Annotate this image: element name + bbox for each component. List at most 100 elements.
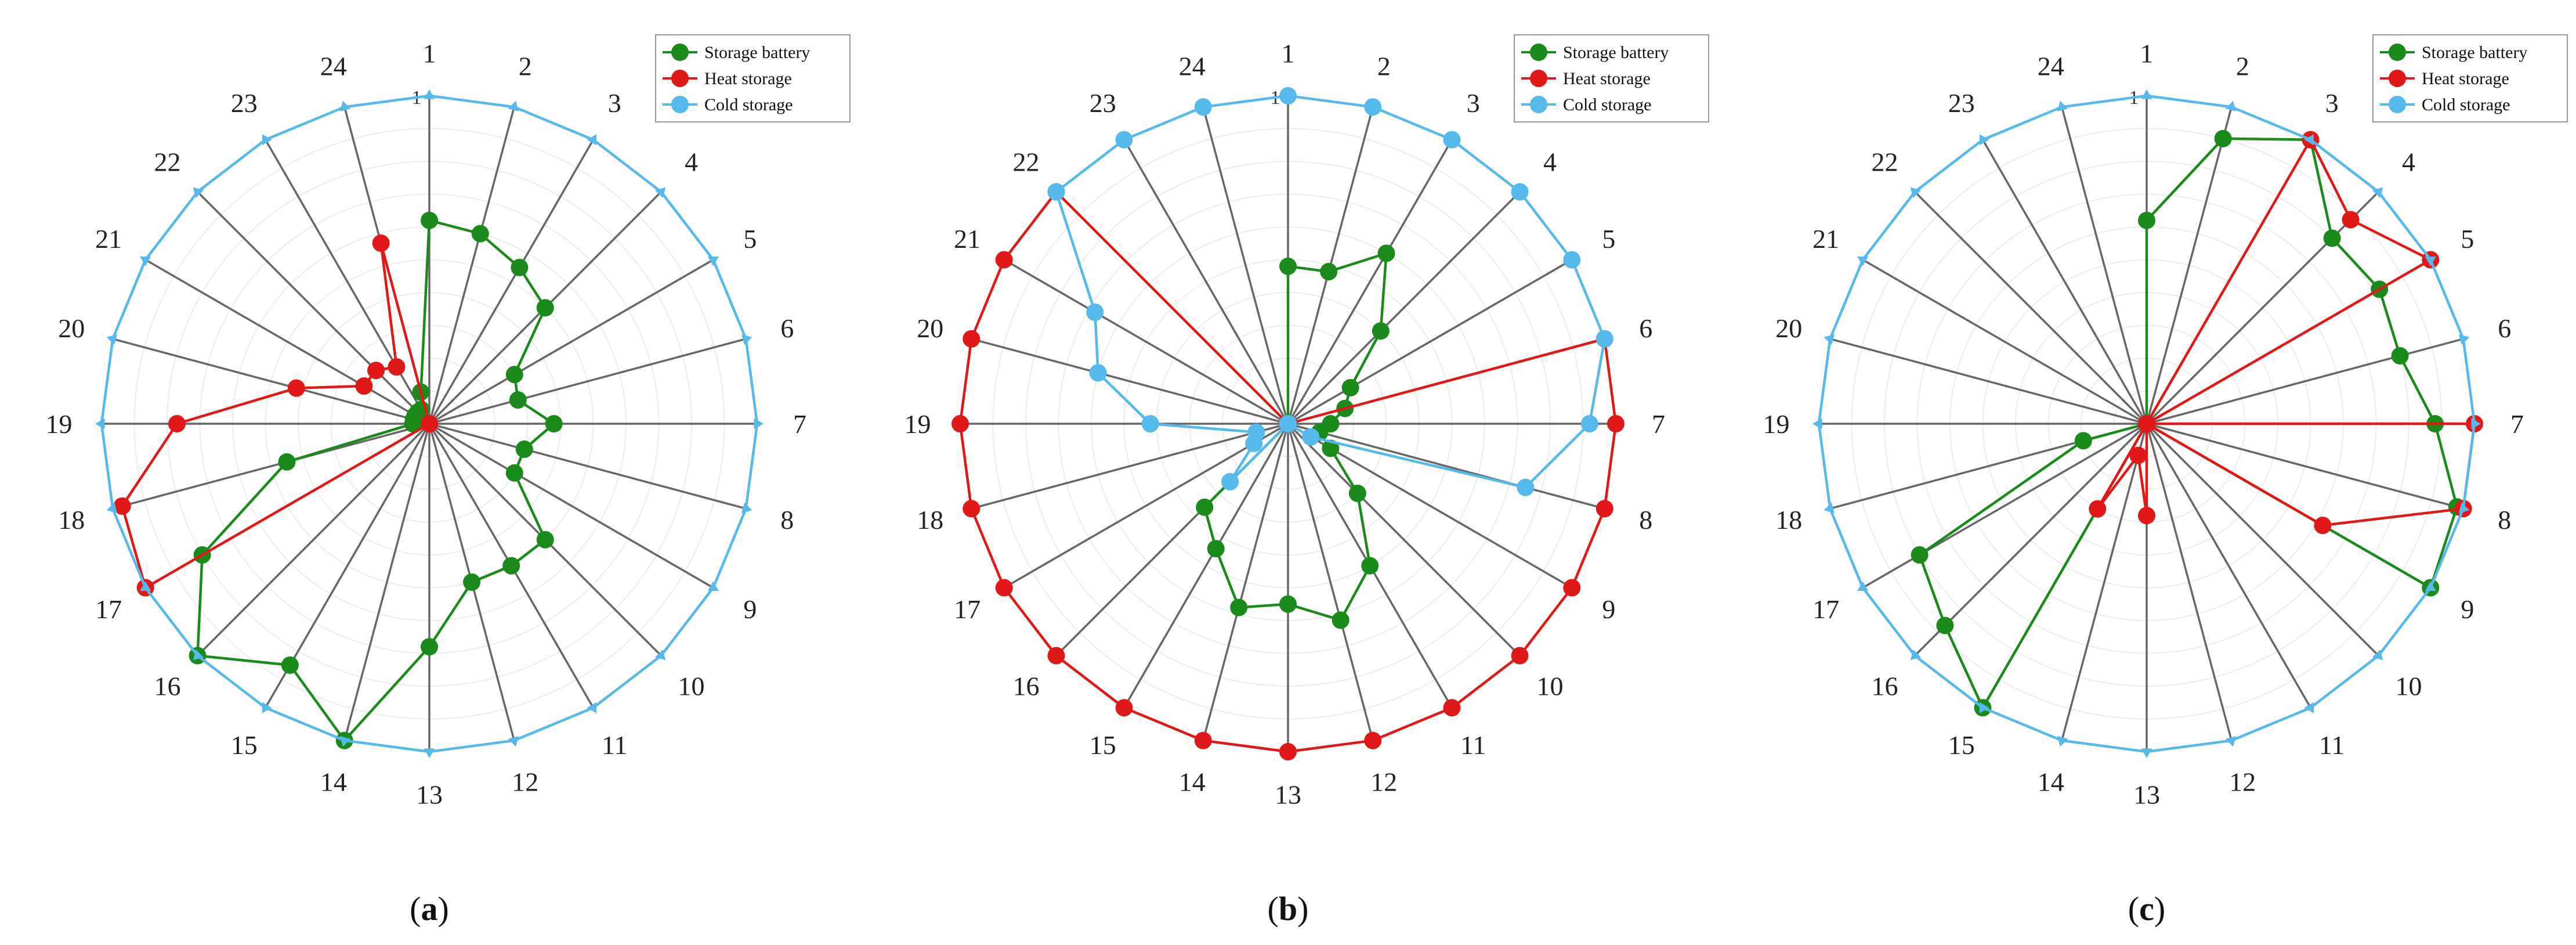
chart-b-hour-label: 8 [1639, 505, 1652, 535]
chart-c-point-cold-storage [2057, 736, 2068, 747]
chart-b-point-heat-storage [1607, 415, 1625, 432]
chart-a-spoke [112, 423, 430, 510]
chart-a-hour-label: 7 [793, 409, 806, 439]
chart-c-point-storage-battery [2323, 229, 2341, 247]
chart-c-hour-label: 11 [2319, 730, 2345, 760]
chart-c-spoke [1914, 423, 2148, 657]
chart-a-point-storage-battery [545, 415, 563, 432]
chart-a-point-cold-storage [340, 736, 351, 747]
chart-a-hour-label: 13 [416, 780, 443, 809]
chart-a-caption-open: ( [410, 890, 421, 928]
chart-a-hour-label: 12 [512, 767, 538, 797]
chart-a-spoke [343, 423, 430, 741]
chart-c-point-cold-storage [2141, 748, 2152, 758]
chart-a-point-cold-storage [654, 649, 666, 661]
chart-a-point-storage-battery [471, 225, 489, 243]
chart-c-hour-label: 22 [1872, 147, 1898, 177]
chart-c-point-heat-storage [2138, 507, 2155, 525]
chart-b-legend: Storage battery Heat storage Cold storage [1514, 34, 1709, 122]
chart-c-point-cold-storage [2425, 257, 2436, 266]
chart-b-point-cold-storage [1302, 428, 1320, 446]
chart-b-point-heat-storage [1279, 743, 1297, 760]
chart-a-point-heat-storage [388, 358, 406, 376]
chart-b-spoke [1202, 423, 1289, 741]
chart-b-hour-label: 16 [1013, 671, 1040, 701]
chart-a-hour-label: 22 [154, 147, 181, 177]
chart-b-hour-label: 11 [1460, 730, 1486, 760]
chart-a-point-cold-storage [508, 736, 519, 747]
chart-a-point-heat-storage [113, 497, 131, 515]
chart-a-point-cold-storage [106, 334, 117, 345]
chart-b-spoke [1287, 258, 1573, 425]
chart-a-point-cold-storage [707, 257, 719, 266]
chart-c-legend-marker-storage-battery [2389, 44, 2406, 61]
chart-a-point-storage-battery [511, 258, 529, 276]
chart-b-spoke [1287, 191, 1521, 425]
chart-b-hour-label: 10 [1536, 671, 1563, 701]
chart-b-hour-label: 4 [1543, 147, 1557, 177]
chart-b-point-heat-storage [1115, 699, 1133, 717]
chart-b-point-cold-storage [1115, 131, 1133, 149]
chart-a-point-storage-battery [421, 211, 438, 229]
chart-c-spoke [2146, 106, 2233, 424]
chart-c-point-cold-storage [1857, 581, 1869, 591]
chart-b-caption-letter: b [1279, 890, 1297, 928]
chart-b-point-heat-storage [995, 579, 1013, 597]
chart-a-point-cold-storage [95, 418, 105, 430]
chart-a-hour-label: 10 [678, 671, 704, 701]
chart-c-spoke [2061, 423, 2148, 741]
chart-b-point-heat-storage [1563, 579, 1581, 597]
chart-a-caption-close: ) [438, 890, 449, 928]
chart-a-point-cold-storage [424, 748, 435, 758]
chart-a-spoke [429, 338, 747, 425]
chart-c-series-line-heat-storage [2096, 138, 2476, 527]
chart-a-hour-label: 8 [780, 505, 794, 535]
chart-a-hour-label: 11 [602, 730, 627, 760]
chart-b-hour-label: 1 [1282, 39, 1295, 68]
chart-a-spoke [144, 258, 430, 425]
chart-c-spoke [2146, 423, 2233, 741]
chart-b-point-cold-storage [1279, 87, 1297, 104]
chart-c-point-storage-battery [2391, 347, 2409, 365]
chart-c-point-cold-storage [2459, 334, 2470, 345]
chart-a-point-heat-storage [372, 234, 390, 252]
chart-b-spoke [971, 338, 1289, 425]
chart-a-caption: (a) [410, 890, 449, 928]
chart-a-point-storage-battery [502, 557, 520, 575]
chart-b-point-heat-storage [1047, 647, 1065, 665]
chart-a-spoke [428, 139, 595, 424]
chart-a-point-storage-battery [536, 299, 554, 317]
chart-c-legend-label-storage-battery: Storage battery [2422, 43, 2527, 62]
chart-b-legend-label-cold-storage: Cold storage [1563, 95, 1651, 114]
chart-a-point-cold-storage [587, 702, 596, 713]
chart-b-hour-label: 3 [1467, 88, 1480, 118]
chart-c-hour-label: 4 [2402, 147, 2415, 177]
chart-a-point-storage-battery [505, 464, 523, 482]
chart-c-caption: (c) [2128, 890, 2165, 928]
chart-b-hour-label: 20 [917, 313, 943, 343]
chart-c-hour-label: 21 [1812, 224, 1839, 254]
chart-b-point-cold-storage [1580, 415, 1598, 432]
chart-b-point-storage-battery [1279, 257, 1297, 275]
chart-b-point-cold-storage [1194, 98, 1212, 116]
chart-a-point-cold-storage [424, 89, 435, 99]
chart-c-point-cold-storage [2425, 581, 2436, 591]
chart-b-hour-label: 6 [1639, 313, 1652, 343]
chart-c-point-cold-storage [2459, 502, 2470, 513]
chart-c-legend-marker-heat-storage [2389, 70, 2406, 87]
chart-c-point-cold-storage [2372, 649, 2383, 661]
chart-a-spoke [429, 423, 747, 510]
chart-a-series-line-storage-battery [196, 219, 555, 742]
chart-c-hour-label: 9 [2461, 594, 2474, 624]
chart-a-hour-label: 5 [743, 224, 757, 254]
chart-c-spoke [1914, 191, 2148, 425]
chart-b-point-cold-storage [1221, 472, 1239, 490]
chart-a-hour-label: 24 [320, 51, 347, 81]
chart-c-point-cold-storage [2372, 187, 2383, 199]
chart-c-point-cold-storage [1910, 649, 1922, 661]
chart-a-hour-label: 9 [743, 594, 757, 624]
chart-a-hour-label: 21 [95, 224, 122, 254]
chart-b-point-cold-storage [1141, 415, 1159, 432]
chart-a-hour-label: 19 [46, 409, 73, 439]
chart-b-point-cold-storage [1047, 183, 1065, 201]
